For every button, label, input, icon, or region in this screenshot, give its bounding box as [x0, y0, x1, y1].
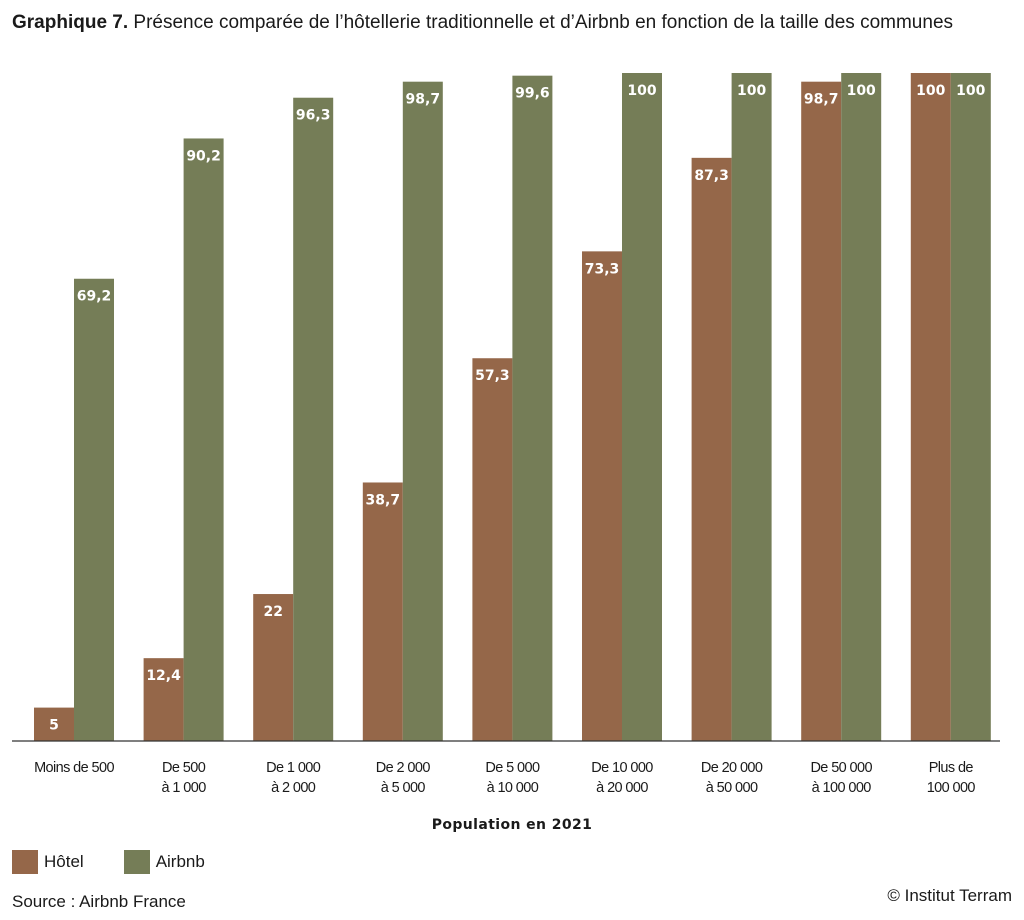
data-label-hotel-7: 98,7	[804, 92, 839, 108]
x-tick-label-4-1: à 10 000	[487, 780, 539, 796]
bar-hotel-6	[691, 157, 732, 741]
credit-note: © Institut Terram	[887, 886, 1012, 905]
x-tick-label-8-1: 100 000	[927, 780, 976, 796]
bar-airbnb-8	[950, 73, 991, 741]
data-label-hotel-2: 22	[263, 604, 282, 620]
bar-hotel-2	[253, 594, 294, 741]
x-tick-label-1-0: De 500	[162, 760, 206, 776]
data-label-airbnb-4: 99,6	[515, 86, 550, 102]
x-tick-label-3-0: De 2 000	[376, 760, 431, 776]
bar-chart: 5 69,2 Moins de 500 12,4 90,2 De 500 à 1 000 22…	[12, 73, 1000, 833]
data-label-hotel-5: 73,3	[585, 261, 620, 277]
x-axis-title: Population en 2021	[432, 817, 593, 833]
x-tick-label-7-0: De 50 000	[810, 760, 872, 776]
x-tick-label-6-1: à 50 000	[706, 780, 758, 796]
bar-hotel-4	[472, 358, 513, 741]
bar-hotel-3	[362, 482, 403, 741]
data-label-airbnb-2: 96,3	[296, 108, 331, 124]
legend: Hôtel Airbnb	[12, 850, 245, 874]
data-label-hotel-1: 12,4	[146, 668, 181, 684]
bar-hotel-7	[801, 81, 842, 741]
chart-title: Graphique 7. Présence comparée de l’hôte…	[12, 10, 1012, 35]
x-tick-label-4-0: De 5 000	[485, 760, 540, 776]
x-tick-label-5-0: De 10 000	[591, 760, 653, 776]
data-label-hotel-3: 38,7	[366, 492, 401, 508]
data-label-airbnb-7: 100	[847, 83, 876, 99]
data-label-airbnb-8: 100	[956, 83, 985, 99]
chart-title-lead: Graphique 7.	[12, 12, 129, 33]
x-tick-label-3-1: à 5 000	[381, 780, 426, 796]
chart-title-text: Présence comparée de l’hôtellerie tradit…	[128, 12, 954, 33]
x-tick-label-7-1: à 100 000	[812, 780, 872, 796]
bar-hotel-8	[910, 73, 951, 741]
x-tick-label-5-1: à 20 000	[596, 780, 648, 796]
x-tick-label-0-0: Moins de 500	[34, 760, 114, 776]
data-label-airbnb-3: 98,7	[406, 92, 441, 108]
bar-airbnb-1	[183, 138, 224, 742]
data-label-airbnb-1: 90,2	[186, 148, 221, 164]
x-tick-label-1-1: à 1 000	[162, 780, 207, 796]
x-tick-label-2-0: De 1 000	[266, 760, 321, 776]
bar-airbnb-6	[731, 73, 772, 741]
data-label-airbnb-0: 69,2	[77, 289, 112, 305]
legend-item-airbnb: Airbnb	[123, 850, 205, 874]
bar-hotel-1	[143, 658, 184, 741]
bar-hotel-5	[582, 251, 622, 741]
data-label-airbnb-6: 100	[737, 83, 766, 99]
bar-airbnb-3	[402, 81, 443, 741]
x-tick-label-2-1: à 2 000	[271, 780, 316, 796]
data-label-airbnb-5: 100	[627, 83, 656, 99]
source-note: Source : Airbnb France	[12, 892, 186, 911]
bar-airbnb-2	[293, 97, 334, 741]
data-label-hotel-8: 100	[916, 83, 945, 99]
bar-airbnb-7	[841, 73, 882, 741]
legend-label-hotel: Hôtel	[44, 852, 84, 871]
data-label-hotel-4: 57,3	[475, 368, 510, 384]
x-tick-label-8-0: Plus de	[929, 760, 974, 776]
bar-hotel-0	[34, 707, 74, 741]
legend-swatch-airbnb	[123, 850, 150, 874]
bar-airbnb-5	[622, 73, 662, 741]
legend-swatch-hotel	[12, 850, 38, 874]
bar-airbnb-0	[74, 278, 114, 741]
data-label-hotel-6: 87,3	[694, 168, 729, 184]
data-label-hotel-0: 5	[49, 718, 59, 734]
legend-label-airbnb: Airbnb	[155, 852, 205, 871]
bar-airbnb-4	[512, 75, 553, 741]
legend-item-hotel: Hôtel	[12, 850, 84, 874]
x-tick-label-6-0: De 20 000	[701, 760, 763, 776]
